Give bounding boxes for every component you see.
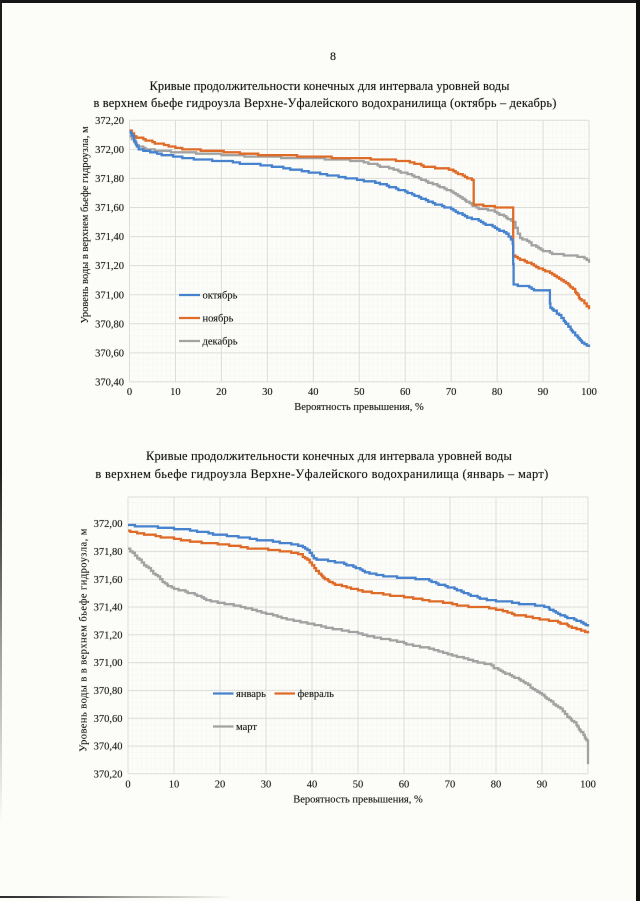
svg-text:60: 60 — [399, 780, 410, 791]
svg-text:50: 50 — [354, 387, 365, 398]
svg-text:371,60: 371,60 — [94, 575, 123, 586]
svg-text:371,00: 371,00 — [95, 290, 124, 301]
svg-text:10: 10 — [170, 387, 181, 398]
svg-text:40: 40 — [308, 387, 319, 398]
svg-text:371,20: 371,20 — [95, 261, 124, 272]
svg-text:80: 80 — [491, 780, 502, 791]
svg-text:декабрь: декабрь — [203, 337, 238, 348]
svg-text:371,00: 371,00 — [94, 658, 123, 669]
svg-text:80: 80 — [492, 387, 503, 398]
svg-text:0: 0 — [127, 387, 132, 398]
svg-text:370,40: 370,40 — [95, 378, 124, 389]
svg-text:30: 30 — [261, 780, 272, 791]
svg-text:370,20: 370,20 — [94, 769, 123, 780]
svg-text:февраль: февраль — [298, 689, 335, 700]
svg-text:Вероятность превышения, %: Вероятность превышения, % — [293, 795, 423, 806]
svg-text:370,80: 370,80 — [95, 319, 124, 330]
svg-text:372,00: 372,00 — [94, 519, 123, 530]
svg-text:60: 60 — [400, 387, 411, 398]
svg-text:январь: январь — [236, 689, 266, 700]
svg-text:ноябрь: ноябрь — [203, 314, 234, 325]
svg-text:40: 40 — [307, 780, 318, 791]
svg-text:50: 50 — [353, 780, 364, 791]
svg-text:20: 20 — [216, 387, 227, 398]
svg-text:70: 70 — [445, 780, 456, 791]
svg-text:март: март — [236, 722, 257, 733]
svg-text:370,60: 370,60 — [94, 714, 123, 725]
svg-text:Уровень воды в в верхнем бьефе: Уровень воды в в верхнем бьефе гидроузла… — [79, 528, 90, 752]
svg-text:20: 20 — [215, 780, 226, 791]
svg-text:371,20: 371,20 — [94, 630, 123, 641]
svg-text:372,20: 372,20 — [95, 116, 124, 127]
svg-text:370,60: 370,60 — [95, 348, 124, 359]
svg-text:371,60: 371,60 — [95, 203, 124, 214]
svg-text:октябрь: октябрь — [203, 291, 238, 302]
svg-text:100: 100 — [581, 387, 597, 398]
svg-text:90: 90 — [538, 387, 549, 398]
svg-text:100: 100 — [580, 780, 596, 791]
svg-text:90: 90 — [537, 780, 548, 791]
svg-text:371,80: 371,80 — [94, 547, 123, 558]
svg-text:371,80: 371,80 — [95, 174, 124, 185]
svg-text:30: 30 — [262, 387, 273, 398]
svg-text:10: 10 — [169, 780, 180, 791]
svg-text:Вероятность превышения, %: Вероятность превышения, % — [294, 402, 424, 413]
svg-text:370,80: 370,80 — [94, 686, 123, 697]
svg-text:370,40: 370,40 — [94, 742, 123, 753]
svg-text:371,40: 371,40 — [94, 603, 123, 614]
svg-text:70: 70 — [446, 387, 457, 398]
svg-text:372,00: 372,00 — [95, 145, 124, 156]
svg-text:Уровень воды в верхнем бьефе г: Уровень воды в верхнем бьефе гидроузла, … — [80, 126, 91, 324]
svg-text:371,40: 371,40 — [95, 232, 124, 243]
svg-text:0: 0 — [125, 780, 130, 791]
